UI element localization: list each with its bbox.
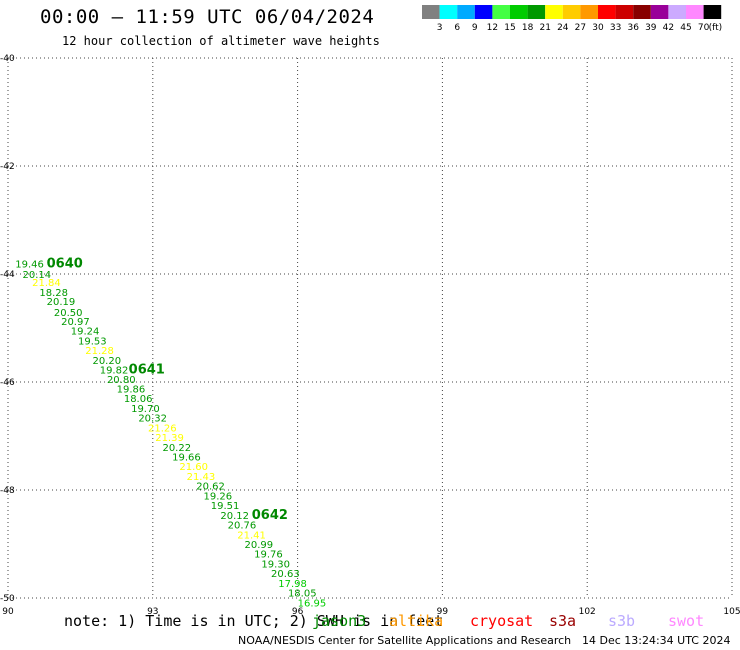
swh-point-label: 20.22 — [162, 443, 191, 454]
satellite-legend-cryosat: cryosat — [470, 612, 534, 630]
chart-title: 00:00 – 11:59 UTC 06/04/2024 — [40, 6, 375, 28]
swh-point-label: 20.19 — [47, 297, 76, 308]
swh-point-label: 19.24 — [71, 327, 100, 338]
x-tick-label: 99 — [437, 607, 449, 617]
scale-swatch — [510, 5, 528, 19]
satellite-legend-jason3: jason3 — [312, 612, 367, 630]
swh-point-label: 20.12 — [220, 511, 249, 522]
scale-swatch — [527, 5, 546, 19]
scale-label: 21 — [539, 23, 550, 33]
swh-point-label: 20.63 — [271, 569, 300, 580]
scale-swatch — [633, 5, 651, 19]
scale-label: 15 — [504, 23, 515, 33]
scale-label: 42 — [663, 23, 674, 33]
swh-point-label: 19.70 — [131, 404, 160, 415]
scale-label: 3 — [437, 23, 443, 33]
x-tick-label: 105 — [723, 607, 740, 617]
swh-point-label: 19.30 — [261, 559, 290, 570]
scale-label: 27 — [575, 23, 586, 33]
scale-swatch — [545, 5, 563, 19]
y-tick-label: -42 — [0, 162, 15, 172]
swh-point-label: 20.50 — [54, 308, 83, 319]
scale-swatch — [492, 5, 510, 19]
scale-label: 18 — [522, 23, 534, 33]
scale-label: 6 — [454, 23, 460, 33]
scale-label: 30 — [592, 23, 604, 33]
time-mark-label: 0642 — [252, 508, 288, 523]
scale-swatch — [703, 5, 722, 19]
scale-swatch — [580, 5, 598, 19]
y-tick-label: -48 — [0, 486, 15, 496]
footer-note: note: 1) Time is in UTC; 2) SWH is in fe… — [64, 612, 444, 630]
swh-point-label: 18.05 — [288, 589, 317, 600]
swh-point-label: 19.82 — [100, 366, 129, 377]
swh-point-label: 19.53 — [78, 336, 107, 347]
scale-label: 9 — [472, 23, 478, 33]
time-mark-label: 0641 — [129, 363, 165, 378]
swh-point-label: 21.39 — [155, 433, 184, 444]
scale-label: 33 — [610, 23, 621, 33]
swh-point-label: 20.99 — [245, 540, 274, 551]
swh-point-label: 19.26 — [203, 491, 232, 502]
swh-point-label: 19.66 — [172, 453, 201, 464]
scale-label: 36 — [627, 23, 639, 33]
swh-point-label: 16.95 — [298, 598, 327, 609]
x-tick-label: 90 — [2, 607, 14, 617]
satellite-legend-altika: altika — [389, 612, 444, 630]
y-tick-label: -46 — [0, 378, 15, 388]
swh-point-label: 20.76 — [228, 521, 257, 532]
swh-point-label: 21.43 — [187, 472, 216, 483]
satellite-legend-swot: swot — [668, 612, 705, 630]
scale-label: 24 — [557, 23, 569, 33]
scale-label: 45 — [680, 23, 691, 33]
swh-point-label: 20.20 — [92, 356, 121, 367]
scale-swatch — [668, 5, 686, 19]
scale-label: 70 — [698, 23, 710, 33]
y-tick-label: -40 — [0, 54, 15, 64]
x-tick-label: 96 — [292, 607, 304, 617]
credit-line: NOAA/NESDIS Center for Satellite Applica… — [238, 634, 572, 647]
scale-label: 39 — [645, 23, 657, 33]
scale-swatch — [474, 5, 493, 19]
y-tick-label: -50 — [0, 594, 15, 604]
scale-swatch — [439, 5, 458, 19]
x-tick-label: 102 — [579, 607, 596, 617]
swh-point-label: 18.28 — [39, 288, 68, 299]
swh-point-label: 19.51 — [211, 501, 240, 512]
scale-swatch — [650, 5, 669, 19]
scale-swatch — [457, 5, 475, 19]
x-tick-label: 93 — [147, 607, 158, 617]
scale-swatch — [598, 5, 616, 19]
swh-point-label: 20.62 — [196, 482, 225, 493]
swh-point-label: 21.84 — [32, 278, 61, 289]
swh-point-label: 19.76 — [254, 550, 283, 561]
swh-point-label: 19.86 — [117, 384, 146, 395]
chart-subtitle: 12 hour collection of altimeter wave hei… — [62, 34, 380, 48]
swh-point-label: 20.97 — [61, 317, 90, 328]
swh-point-label: 18.06 — [124, 394, 153, 405]
time-mark-label: 0640 — [47, 257, 83, 272]
swh-point-label: 20.32 — [138, 414, 167, 425]
swh-point-label: 21.41 — [237, 530, 266, 541]
color-scale-legend: 3 6 9 12 15 18 21 24 27 30 33 36 39 42 45 70 (ft) — [422, 5, 723, 33]
swh-point-label: 17.98 — [278, 579, 307, 590]
swh-point-label: 20.80 — [107, 375, 136, 386]
swh-point-label: 19.46 — [15, 260, 44, 271]
swh-point-label: 21.60 — [179, 462, 208, 473]
scale-swatch — [686, 5, 704, 19]
satellite-legend-s3a: s3a — [549, 612, 577, 630]
scale-swatch — [615, 5, 634, 19]
swh-point-label: 21.28 — [85, 346, 114, 357]
scale-swatch — [562, 5, 581, 19]
generated-timestamp: 14 Dec 13:24:34 UTC 2024 — [582, 634, 731, 647]
swh-point-label: 21.26 — [148, 423, 177, 434]
y-tick-label: -44 — [0, 270, 15, 280]
satellite-legend-s3b: s3b — [608, 612, 636, 630]
scale-unit: (ft) — [709, 23, 723, 33]
scale-swatch — [422, 5, 440, 19]
scale-label: 12 — [487, 23, 498, 33]
swh-point-label: 20.14 — [22, 270, 51, 281]
